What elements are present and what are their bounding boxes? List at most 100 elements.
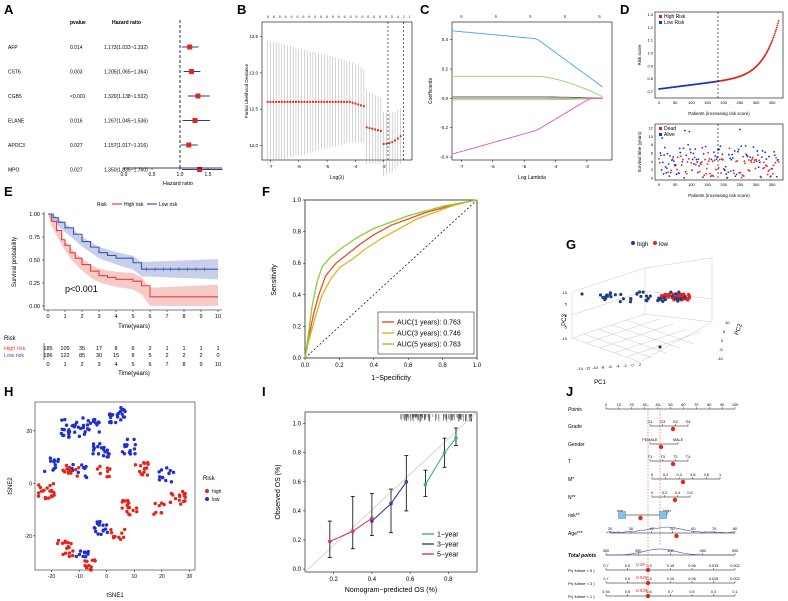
- nomogram-tick-label: 0: [651, 473, 653, 477]
- forest-hr-marker: [188, 69, 194, 74]
- nomogram-tick-label: 0.6: [690, 473, 695, 477]
- km-xtick-label: 3: [97, 314, 100, 320]
- nomogram-row-label: risk**: [568, 513, 580, 519]
- survival-status-point: [707, 151, 710, 154]
- nomogram-tick-label: 40: [650, 527, 654, 531]
- survival-status-point: [729, 157, 732, 160]
- risk-table-low-label: Low risk: [4, 353, 24, 359]
- risk-score-point: [770, 41, 773, 44]
- survival-status-point: [705, 172, 708, 175]
- survival-status-point: [766, 165, 768, 167]
- survival-status-point: [759, 161, 761, 164]
- panel-letter-e: E: [4, 184, 13, 199]
- risk-table-low-cell: 2: [165, 353, 168, 359]
- tsne-point-low: [132, 447, 137, 451]
- tsne-point-low: [165, 466, 169, 470]
- tsne-point-high: [67, 554, 72, 559]
- survival-status-point: [726, 176, 729, 179]
- roc-ytick-label: 0.8: [293, 230, 302, 236]
- lasso-cv-point: [320, 100, 323, 103]
- nomogram-tick-label: 0.002: [730, 577, 740, 581]
- calibration-ytick-label: 1.0: [293, 422, 302, 428]
- risk-score-ytick-label: 1.3: [647, 12, 653, 17]
- tsne-xlabel: tSNE1: [106, 593, 124, 599]
- lasso-cv-point: [289, 100, 292, 103]
- survival-status-point: [725, 173, 728, 176]
- survival-status-xtick-label: 200: [720, 182, 727, 187]
- risk-score-ytick-label: 0.9: [647, 63, 653, 68]
- tsne-point-high: [105, 469, 110, 474]
- tsne-point-low: [97, 430, 101, 434]
- risk-table-low-cell: 15: [113, 353, 119, 359]
- survival-status-point: [681, 160, 684, 163]
- pca-ztick-label: -10: [717, 356, 724, 361]
- tsne-point-low: [92, 446, 96, 450]
- forest-pvalue: <0.001: [70, 94, 86, 100]
- risk-table-high-cell: 1: [216, 346, 219, 352]
- tsne-point-high: [145, 473, 150, 477]
- calibration-xtick-label: 0.4: [368, 577, 377, 583]
- tsne-point-high: [37, 483, 41, 487]
- tsne-point-high: [178, 494, 182, 499]
- tsne-point-high: [89, 568, 93, 572]
- lasso-cv-count: 6: [326, 14, 329, 19]
- tsne-point-low: [51, 468, 55, 472]
- lasso-cv-xtick-label: -7: [268, 164, 272, 169]
- lasso-cv-point: [391, 140, 394, 144]
- forest-tick-label: 0.0: [121, 172, 128, 178]
- tsne-point-low: [48, 456, 53, 460]
- pca-legend-high: high: [637, 242, 648, 248]
- risk-score-xtick-label: 150: [704, 100, 711, 105]
- forest-gene-label: MPO: [8, 168, 20, 174]
- forest-xlabel: Hazard ratio: [163, 181, 193, 187]
- tsne-point-low: [161, 475, 165, 480]
- roc-curve: [304, 199, 478, 359]
- nomogram-tick-label: 0.8: [704, 473, 709, 477]
- tsne-point-high: [133, 463, 138, 467]
- risk-score-xtick-label: 0: [658, 100, 661, 105]
- roc-xtick-label: 0.8: [438, 363, 447, 369]
- tsne-point-high: [69, 541, 73, 546]
- pca-point-low: [686, 298, 690, 302]
- survival-status-point: [766, 173, 769, 176]
- tsne-point-high: [120, 531, 124, 535]
- lasso-cv-point: [306, 100, 309, 103]
- forest-header-hr: Hazard ratio: [112, 20, 141, 26]
- pca-point-high: [618, 300, 622, 304]
- pca-ylabel: PC3: [562, 314, 568, 326]
- lasso-coef-xlabel: Log Lambda: [518, 175, 546, 181]
- survival-status-point: [749, 156, 752, 159]
- risk-table-xtick-label: 5: [131, 362, 134, 368]
- calibration-legend-label: 3−year: [437, 542, 459, 549]
- lasso-coef-xtick-label: -5: [522, 164, 526, 169]
- lasso-cv-point: [334, 100, 337, 103]
- pca-ztick-label: 0: [721, 338, 724, 343]
- lasso-cv-count: 6: [285, 14, 288, 19]
- lasso-cv-point: [340, 100, 343, 103]
- tsne-point-low: [74, 420, 79, 425]
- panel-letter-d: D: [620, 2, 629, 17]
- survival-status-point: [715, 168, 717, 171]
- tsne-point-high: [52, 490, 56, 495]
- km-xlabel: Time(years): [118, 324, 150, 330]
- nomogram-tick-label: T3: [660, 455, 664, 459]
- km-xtick-label: 6: [148, 314, 151, 320]
- nomogram-probability-value: 0.545: [636, 575, 648, 580]
- nomogram-tick-label: 0.2: [663, 473, 668, 477]
- tsne-point-low: [167, 471, 171, 476]
- survival-status-point: [686, 161, 689, 163]
- survival-status-point: [672, 155, 675, 158]
- survival-status-ytick-label: 4: [651, 159, 654, 164]
- lasso-cv-point: [382, 142, 385, 146]
- tsne-point-low: [118, 418, 123, 422]
- nomogram-tick-label: 50: [668, 403, 672, 407]
- lasso-coef-line: [452, 96, 603, 99]
- pca-xtick-label: 2: [639, 362, 642, 367]
- survival-status-point: [702, 176, 704, 179]
- survival-status-point: [693, 163, 695, 165]
- lasso-cv-point: [399, 135, 402, 138]
- nomogram-tick-label: 0.7: [668, 590, 673, 594]
- lasso-cv-count: 6: [308, 14, 311, 19]
- risk-table-high-cell: 1: [165, 346, 168, 352]
- tsne-xtick-label: 10: [132, 574, 138, 580]
